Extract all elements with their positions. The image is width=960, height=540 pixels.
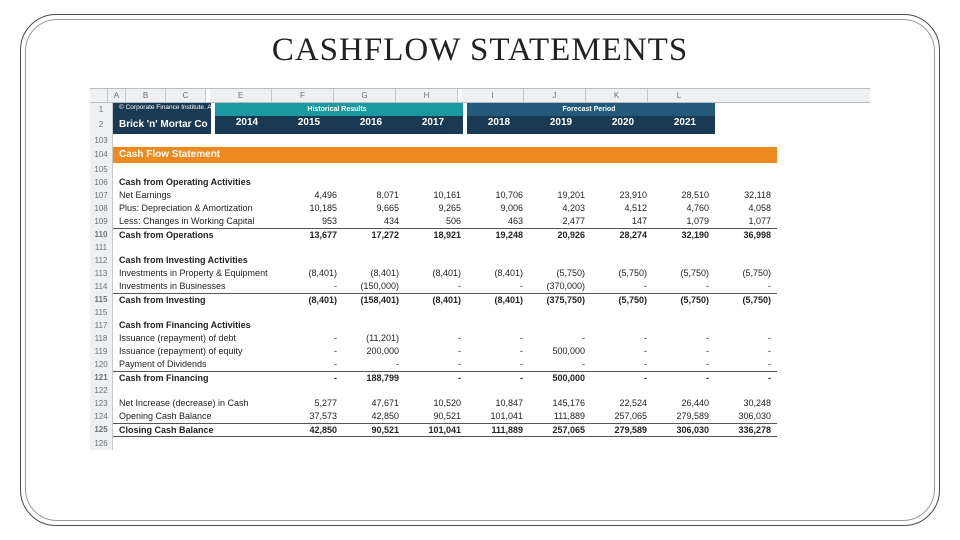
row-blank: 105 bbox=[90, 163, 870, 176]
col-C: C bbox=[166, 89, 206, 102]
row-wc-change: 109 Less: Changes in Working Capital 953… bbox=[90, 215, 870, 228]
col-E: E bbox=[210, 89, 272, 102]
year-2018: 2018 bbox=[467, 116, 529, 134]
row-cash-ops: 110 Cash from Operations 13,677 17,272 1… bbox=[90, 228, 870, 241]
row-model: 2 Brick 'n' Mortar Co Model 2014 2015 20… bbox=[90, 116, 870, 134]
section-title: Cash Flow Statement bbox=[113, 147, 777, 163]
year-2014: 2014 bbox=[215, 116, 277, 134]
column-headers: A B C E F G H I J K L bbox=[90, 88, 870, 103]
spreadsheet: A B C E F G H I J K L 1 © Corporate Fina… bbox=[90, 88, 870, 450]
copyright-text: © Corporate Finance Institute. All right… bbox=[113, 103, 211, 116]
model-name: Brick 'n' Mortar Co Model bbox=[113, 116, 211, 134]
row-inv-title: 112 Cash from Investing Activities bbox=[90, 254, 870, 267]
row-copyright: 1 © Corporate Finance Institute. All rig… bbox=[90, 103, 870, 116]
row-net-earnings: 107 Net Earnings 4,496 8,071 10,161 10,7… bbox=[90, 189, 870, 202]
rownum: 1 bbox=[90, 103, 113, 116]
row-inv-biz: 114 Investments in Businesses - (150,000… bbox=[90, 280, 870, 293]
row-cash-fin: 121 Cash from Financing - 188,799 - - 50… bbox=[90, 371, 870, 384]
row-section: 104 Cash Flow Statement bbox=[90, 147, 870, 163]
op-act-title: Cash from Operating Activities bbox=[113, 176, 281, 189]
year-2015: 2015 bbox=[277, 116, 339, 134]
page-title: CASHFLOW STATEMENTS bbox=[0, 32, 960, 69]
row-blank: 103 bbox=[90, 134, 870, 147]
col-G: G bbox=[334, 89, 396, 102]
year-2017: 2017 bbox=[401, 116, 463, 134]
row-dep-amort: 108 Plus: Depreciation & Amortization 10… bbox=[90, 202, 870, 215]
year-2019: 2019 bbox=[529, 116, 591, 134]
row-op-title: 106 Cash from Operating Activities bbox=[90, 176, 870, 189]
col-I: I bbox=[462, 89, 524, 102]
historical-header: Historical Results bbox=[215, 103, 463, 116]
row-equity: 119 Issuance (repayment) of equity - 200… bbox=[90, 345, 870, 358]
rownum: 2 bbox=[90, 116, 113, 134]
row-debt: 118 Issuance (repayment) of debt - (11,2… bbox=[90, 332, 870, 345]
year-2021: 2021 bbox=[653, 116, 715, 134]
col-A: A bbox=[108, 89, 126, 102]
col-L: L bbox=[648, 89, 710, 102]
col-B: B bbox=[126, 89, 166, 102]
slide: CASHFLOW STATEMENTS A B C E F G H I J K … bbox=[0, 0, 960, 540]
forecast-header: Forecast Period bbox=[467, 103, 715, 116]
col-J: J bbox=[524, 89, 586, 102]
row-open-bal: 124 Opening Cash Balance 37,573 42,850 9… bbox=[90, 410, 870, 423]
year-2020: 2020 bbox=[591, 116, 653, 134]
row-cash-inv: 115 Cash from Investing (8,401) (158,401… bbox=[90, 293, 870, 306]
row-net-inc: 123 Net Increase (decrease) in Cash 5,27… bbox=[90, 397, 870, 410]
year-2016: 2016 bbox=[339, 116, 401, 134]
col-F: F bbox=[272, 89, 334, 102]
row-close-bal: 125 Closing Cash Balance 42,850 90,521 1… bbox=[90, 423, 870, 437]
row-dividends: 120 Payment of Dividends - - - - - - - - bbox=[90, 358, 870, 371]
row-ppe: 113 Investments in Property & Equipment … bbox=[90, 267, 870, 280]
row-fin-title: 117 Cash from Financing Activities bbox=[90, 319, 870, 332]
col-K: K bbox=[586, 89, 648, 102]
corner-cell bbox=[90, 89, 108, 102]
col-H: H bbox=[396, 89, 458, 102]
